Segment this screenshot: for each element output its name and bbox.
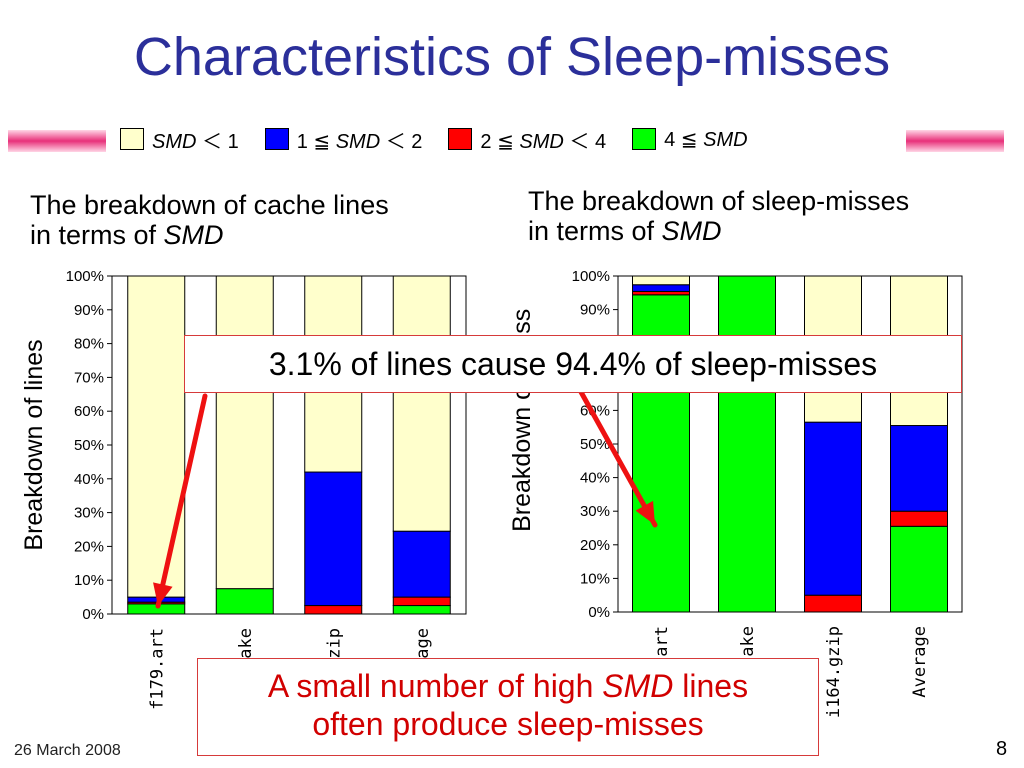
y-tick-label: 20% <box>580 537 610 554</box>
y-tick-label: 100% <box>572 268 610 285</box>
bar-segment <box>718 275 776 613</box>
bar-segment <box>804 421 862 596</box>
y-tick-label: 0% <box>82 606 104 623</box>
bar-segment <box>392 530 451 598</box>
x-tick-label: Average <box>910 626 930 698</box>
legend-item: 1 ≦ SMD ＜ 2 <box>264 125 423 154</box>
left-panel-title: The breakdown of cache lines in terms of… <box>30 190 389 250</box>
y-tick-label: 70% <box>74 369 104 386</box>
x-tick-label: ake <box>738 626 758 657</box>
bar-segment <box>304 471 363 607</box>
legend-label: 1 ≦ SMD ＜ 2 <box>296 130 423 153</box>
legend-swatch <box>448 128 473 150</box>
bar-segment <box>392 596 451 607</box>
bar-segment <box>127 596 186 603</box>
legend-label: SMD ＜ 1 <box>152 130 239 153</box>
y-tick-label: 80% <box>74 336 104 353</box>
x-tick-label: i164.gzip <box>824 626 844 718</box>
bar-segment <box>215 588 274 615</box>
y-tick-label: 30% <box>580 503 610 520</box>
x-tick-label: age <box>413 628 433 659</box>
arrow-left <box>155 393 208 609</box>
y-tick-label: 0% <box>588 604 610 621</box>
legend-label: 2 ≦ SMD ＜ 4 <box>480 130 607 153</box>
bar-segment <box>890 525 948 613</box>
page-number: 8 <box>996 738 1008 760</box>
y-tick-label: 30% <box>74 505 104 522</box>
slide-title: Characteristics of Sleep-misses <box>133 27 891 87</box>
y-tick-label: 50% <box>74 437 104 454</box>
x-tick-label: art <box>652 626 672 657</box>
legend-swatch <box>264 128 289 150</box>
arrow-right-head <box>635 500 655 525</box>
callout-bottom: A small number of high SMD lines often p… <box>197 658 819 756</box>
bar-segment <box>890 510 948 527</box>
title-divider <box>8 130 1004 152</box>
legend-swatch <box>632 128 657 150</box>
x-tick-label: ake <box>236 628 256 659</box>
arrow-right <box>578 389 658 528</box>
chart-legend: SMD ＜ 1 1 ≦ SMD ＜ 2 2 ≦ SMD ＜ 4 4 ≦ SMD <box>112 125 756 154</box>
legend-item: 4 ≦ SMD <box>632 127 748 152</box>
bar-segment <box>632 275 690 286</box>
legend-item: SMD ＜ 1 <box>120 125 239 154</box>
y-axis-label: Breakdown of lines <box>20 339 48 550</box>
y-tick-label: 50% <box>580 436 610 453</box>
y-tick-label: 40% <box>74 471 104 488</box>
bar-segment <box>804 594 862 613</box>
legend-item: 2 ≦ SMD ＜ 4 <box>448 125 606 154</box>
legend-label: 4 ≦ SMD <box>664 128 748 151</box>
bar-segment <box>632 290 690 296</box>
bar-segment <box>127 275 186 598</box>
callout-top: 3.1% of lines cause 94.4% of sleep-misse… <box>184 335 962 393</box>
right-panel-title: The breakdown of sleep-misses in terms o… <box>528 186 910 246</box>
y-tick-label: 90% <box>580 302 610 319</box>
bar-segment <box>890 425 948 512</box>
y-tick-label: 60% <box>74 403 104 420</box>
y-tick-label: 10% <box>74 572 104 589</box>
y-tick-label: 90% <box>74 302 104 319</box>
y-tick-label: 100% <box>66 268 104 285</box>
y-axis-label-top: iss <box>508 309 536 340</box>
x-tick-label: f179.art <box>147 628 167 710</box>
legend-swatch <box>120 128 144 150</box>
bar-segment <box>304 605 363 615</box>
arrow-left-head <box>153 582 173 606</box>
bar-segment <box>392 275 451 532</box>
bar-segment <box>215 275 274 590</box>
bar-segment <box>632 284 690 292</box>
footer-date: 26 March 2008 <box>14 742 121 759</box>
bar-segment <box>392 605 451 615</box>
y-tick-label: 10% <box>580 570 610 587</box>
y-tick-label: 20% <box>74 538 104 555</box>
y-tick-label: 40% <box>580 470 610 487</box>
